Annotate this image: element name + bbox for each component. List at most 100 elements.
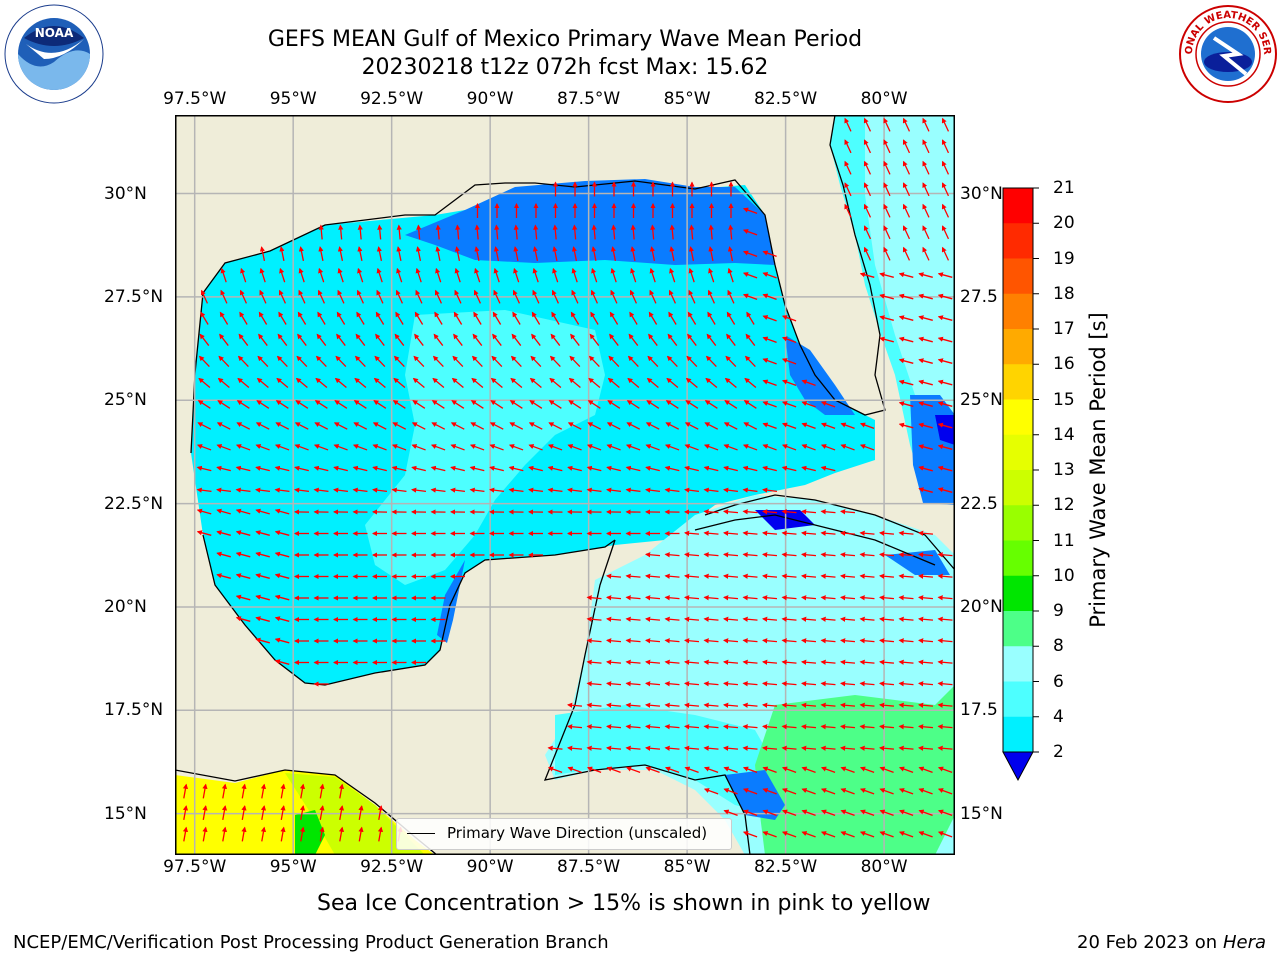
wave-arrow — [453, 311, 463, 325]
wave-arrow — [196, 530, 212, 536]
lon-tick-label: 97.5°W — [163, 857, 227, 877]
wave-arrow — [883, 139, 891, 154]
credit-line: NCEP/EMC/Verification Post Processing Pr… — [13, 932, 609, 953]
wave-arrow — [683, 638, 700, 644]
wave-arrow — [878, 681, 895, 687]
wave-arrow — [902, 182, 911, 197]
wave-arrow — [316, 333, 327, 346]
wave-arrow — [878, 702, 895, 708]
wave-arrow — [883, 182, 891, 197]
colorbar-segment — [1003, 293, 1033, 330]
wave-arrow — [703, 745, 719, 751]
wave-arrow — [762, 336, 777, 344]
wave-arrow — [664, 595, 680, 601]
wave-arrow — [898, 788, 914, 795]
wave-arrow — [728, 224, 734, 240]
wave-arrow — [627, 377, 640, 388]
wave-arrow — [219, 333, 229, 346]
wave-arrow — [319, 805, 325, 821]
wave-arrow — [570, 333, 580, 346]
wave-arrow — [295, 400, 309, 409]
wave-arrow — [781, 681, 797, 687]
wave-arrow — [686, 355, 698, 367]
wave-arrow — [239, 289, 248, 304]
wave-arrow — [607, 377, 620, 388]
wave-arrow — [879, 315, 894, 321]
wave-arrow — [605, 595, 622, 601]
wave-arrow — [762, 487, 778, 493]
wave-arrow — [820, 766, 836, 774]
map-frame — [175, 115, 955, 855]
wave-arrow — [722, 702, 739, 708]
wave-arrow — [333, 465, 348, 472]
wave-arrow — [297, 311, 307, 325]
wave-arrow — [260, 783, 267, 799]
wave-arrow — [664, 745, 680, 751]
wave-arrow — [255, 637, 270, 644]
wave-arrow — [393, 355, 405, 367]
wave-arrow — [567, 465, 582, 472]
wave-arrow — [917, 681, 934, 687]
wave-arrow — [355, 333, 366, 346]
map-legend: Primary Wave Direction (unscaled) — [396, 818, 732, 850]
wave-arrow — [859, 573, 875, 579]
colorbar-segment — [1003, 540, 1033, 577]
lat-tick-label-right: 25°N — [960, 390, 1003, 411]
wave-arrow — [571, 246, 578, 261]
lat-tick-label-right: 17.5 — [960, 700, 998, 721]
lat-tick-label: 30°N — [104, 183, 147, 204]
wave-arrow — [723, 788, 738, 795]
wave-arrow — [722, 681, 739, 687]
wave-arrow — [917, 724, 934, 730]
wave-arrow — [941, 117, 950, 132]
wave-arrow — [508, 444, 524, 451]
wave-arrow — [255, 530, 270, 536]
wave-arrow — [645, 465, 660, 472]
wave-arrow — [566, 702, 583, 708]
wave-arrow — [606, 422, 621, 430]
wave-arrow — [762, 358, 777, 365]
wave-arrow — [781, 444, 797, 451]
wave-arrow — [742, 465, 758, 472]
wave-arrow — [605, 745, 622, 751]
colorbar-tick-label: 12 — [1053, 495, 1075, 516]
colorbar-segment — [1003, 434, 1033, 471]
wave-arrow — [452, 355, 464, 367]
wave-arrow — [255, 616, 270, 622]
wave-arrow — [531, 311, 541, 325]
colorbar-tick-label: 9 — [1053, 601, 1064, 621]
wave-arrow — [902, 225, 911, 240]
wave-arrow — [859, 616, 875, 622]
wave-arrow — [199, 333, 210, 346]
wave-arrow — [922, 117, 930, 132]
wave-arrow — [508, 487, 524, 493]
wave-arrow — [508, 465, 524, 472]
wave-period-map — [175, 115, 955, 855]
wave-arrow — [898, 831, 914, 838]
wave-arrow — [216, 551, 231, 558]
wave-arrow — [605, 573, 622, 579]
wave-arrow — [744, 377, 757, 388]
wave-arrow — [513, 267, 520, 283]
wave-arrow — [474, 224, 480, 240]
wave-arrow — [376, 267, 383, 283]
wave-arrow — [259, 246, 266, 261]
wave-arrow — [879, 831, 894, 838]
wave-arrow — [591, 246, 597, 261]
wave-arrow — [801, 379, 816, 387]
wave-arrow — [762, 766, 777, 774]
wave-arrow — [762, 422, 777, 430]
wave-arrow — [761, 595, 778, 601]
wave-arrow — [294, 465, 309, 472]
lat-tick-label-right: 30°N — [960, 183, 1003, 204]
wave-arrow — [605, 724, 622, 730]
wave-arrow — [610, 289, 618, 304]
wave-arrow — [937, 379, 953, 386]
wave-arrow — [571, 267, 578, 283]
wave-arrow — [742, 831, 758, 838]
wave-arrow — [588, 355, 600, 367]
date-line: 20 Feb 2023 on Hera — [1077, 932, 1266, 953]
wave-arrow — [627, 355, 639, 367]
wave-arrow — [235, 616, 251, 622]
wave-arrow — [781, 724, 797, 730]
